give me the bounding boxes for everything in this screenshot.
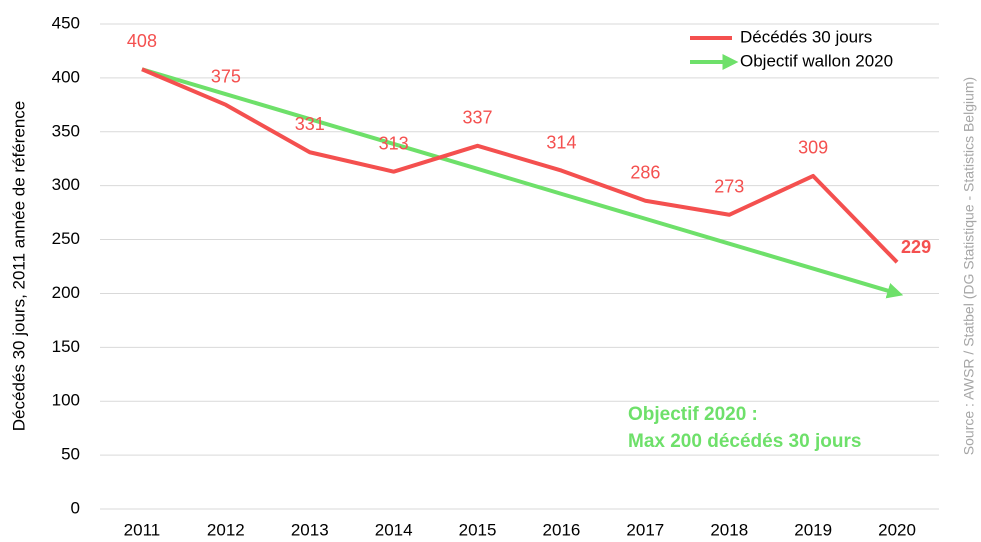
y-tick-label: 250 [52,229,80,248]
x-tick-label: 2013 [291,520,329,539]
x-tick-label: 2019 [794,520,832,539]
data-label: 309 [798,138,828,158]
x-tick-label: 2018 [710,520,748,539]
data-label: 375 [211,67,241,87]
y-tick-label: 400 [52,67,80,86]
annotation: Objectif 2020 : [628,404,758,425]
x-tick-label: 2012 [207,520,245,539]
source: Source : AWSR / Statbel (DG Statistique … [961,77,977,455]
data-label: 314 [546,132,576,152]
y-tick-label: 200 [52,283,80,302]
data-label: 286 [630,163,660,183]
x-tick-label: 2011 [124,520,161,539]
x-tick-label: 2017 [626,520,664,539]
data-label: 331 [295,114,325,134]
x-tick-label: 2020 [878,520,916,539]
y-axis-label: Décédés 30 jours, 2011 année de référenc… [9,101,28,431]
y-tick-label: 150 [52,337,80,356]
y-tick-label: 350 [52,121,80,140]
y-tick-label: 50 [61,445,80,464]
data-label: 337 [463,108,493,128]
series-line [141,67,899,264]
legend-label: Décédés 30 jours [740,27,872,46]
x-tick-label: 2014 [375,520,413,539]
series-line [141,67,904,299]
data-label: 408 [127,31,157,51]
annotation: Max 200 décédés 30 jours [628,431,861,452]
y-tick-label: 100 [52,391,80,410]
y-tick-label: 300 [52,175,80,194]
data-label: 273 [714,177,744,197]
y-tick-label: 0 [71,498,80,517]
data-label: 313 [379,133,409,153]
y-tick-label: 450 [52,13,80,32]
data-label: 229 [901,237,931,257]
x-tick-label: 2016 [543,520,581,539]
x-tick-label: 2015 [459,520,497,539]
legend-label: Objectif wallon 2020 [740,51,893,70]
